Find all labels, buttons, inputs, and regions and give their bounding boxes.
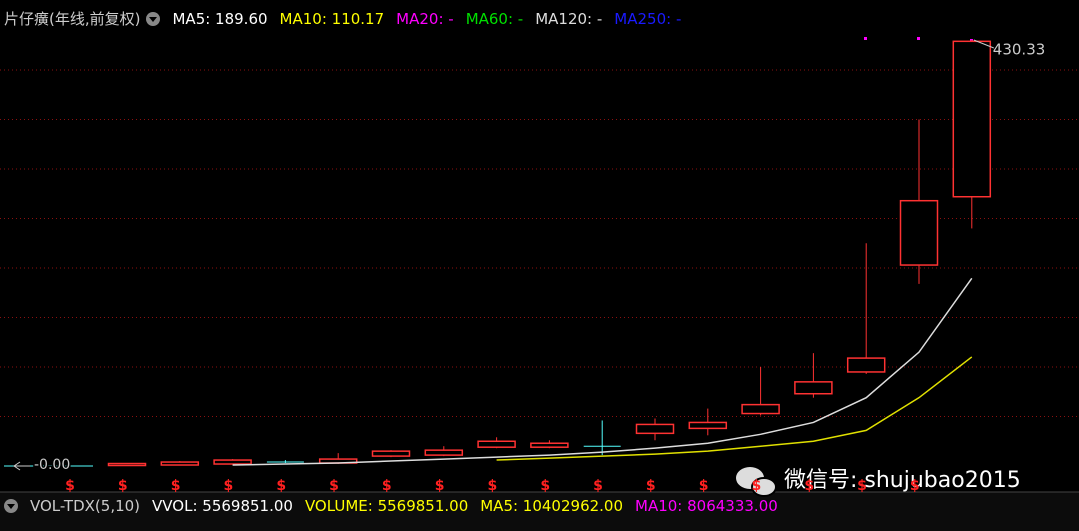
indicator: VVOL: 5569851.00 xyxy=(152,497,293,515)
dividend-marker: $ xyxy=(646,478,656,494)
candle xyxy=(371,450,411,458)
candle-body xyxy=(846,357,886,373)
candle-body xyxy=(107,462,147,467)
ma-line xyxy=(232,277,973,466)
dividend-marker: $ xyxy=(540,478,550,494)
indicator: VOLUME: 5569851.00 xyxy=(304,497,469,515)
candle xyxy=(952,40,992,229)
high-label: 430.33 xyxy=(993,41,1046,59)
candle-body xyxy=(477,440,516,448)
candle-body xyxy=(213,459,252,465)
dividend-marker: $ xyxy=(488,478,498,494)
candle xyxy=(213,459,252,465)
dividend-marker: $ xyxy=(276,478,286,494)
candle-body xyxy=(952,40,992,198)
dropdown[interactable] xyxy=(4,499,18,513)
indicator: MA10: 8064333.00 xyxy=(635,497,778,515)
candle xyxy=(530,440,569,449)
indicator-title: VOL-TDX(5,10) xyxy=(30,497,141,515)
header: 片仔癀(年线,前复权) MA5: 189.60 MA10: 110.17 MA20:… xyxy=(4,8,681,29)
candle-body xyxy=(741,403,780,415)
ma-dot xyxy=(864,37,867,40)
candle xyxy=(107,462,147,467)
indicator: MA120: - xyxy=(535,9,603,28)
indicator: MA5: 10402962.00 xyxy=(480,497,624,515)
candle xyxy=(899,119,939,284)
dividend-marker: $ xyxy=(435,478,445,494)
candle xyxy=(160,461,200,466)
candle xyxy=(583,420,621,456)
candle-body xyxy=(424,449,464,456)
dividend-marker: $ xyxy=(171,478,181,494)
wechat-icon xyxy=(736,467,777,497)
candle-body xyxy=(635,423,675,435)
dividend-marker: $ xyxy=(593,478,603,494)
dividend-marker: $ xyxy=(857,478,867,494)
dropdown[interactable] xyxy=(146,11,161,26)
watermark: 微信号: shujubao2015 xyxy=(784,468,1021,493)
ma-line xyxy=(496,356,973,461)
candle-body xyxy=(899,199,939,266)
candle-body xyxy=(794,381,833,395)
candle xyxy=(794,353,833,398)
dividend-marker: $ xyxy=(699,478,709,494)
dividend-marker: $ xyxy=(118,478,128,494)
candle xyxy=(635,418,675,441)
indicator: MA250: - xyxy=(614,9,682,28)
low-label: -0.00 xyxy=(34,457,70,473)
chart-title: 片仔癀(年线,前复权) xyxy=(4,10,141,28)
ma-dot xyxy=(917,37,920,40)
indicator: MA60: - xyxy=(465,9,524,28)
indicator: MA5: 189.60 xyxy=(172,9,268,28)
high-arrow xyxy=(973,39,994,49)
footer-bar xyxy=(0,492,1079,531)
indicator: MA10: 110.17 xyxy=(279,9,385,28)
dividend-marker: $ xyxy=(65,478,75,494)
low-arrow xyxy=(13,461,30,471)
candle xyxy=(477,437,516,449)
dividend-marker: $ xyxy=(329,478,339,494)
dividend-marker: $ xyxy=(382,478,392,494)
candle-body xyxy=(371,450,411,457)
candle-body xyxy=(688,421,728,430)
dividend-marker: $ xyxy=(910,478,920,494)
candle xyxy=(424,446,464,457)
candle xyxy=(846,243,886,374)
candle xyxy=(741,367,780,416)
candle xyxy=(688,408,728,436)
candle-body xyxy=(160,461,200,466)
candle xyxy=(266,460,304,464)
footer: VOL-TDX(5,10) VVOL: 5569851.00 VOLUME: 55… xyxy=(4,497,778,515)
dividend-marker: $ xyxy=(752,478,762,494)
dividend-marker: $ xyxy=(804,478,814,494)
dividend-marker: $ xyxy=(224,478,234,494)
candle-body xyxy=(530,442,569,448)
indicator: MA20: - xyxy=(396,9,454,28)
